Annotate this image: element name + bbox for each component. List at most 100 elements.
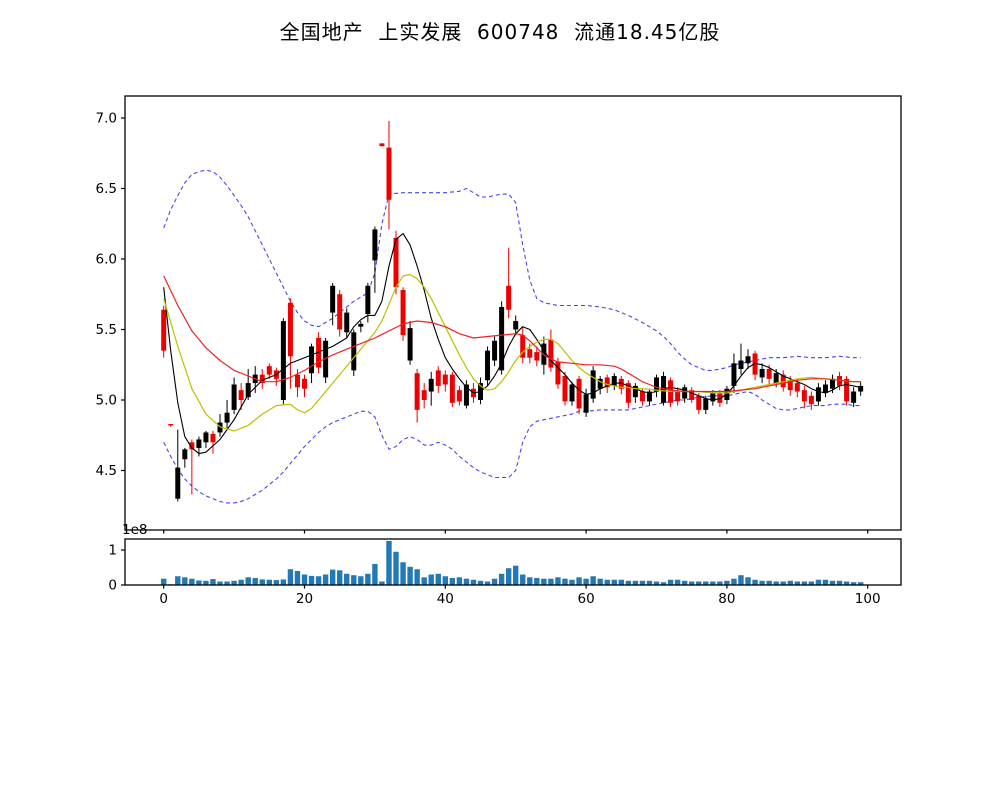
candle-body xyxy=(414,373,420,410)
candle-body xyxy=(238,390,244,400)
candle-body xyxy=(485,350,491,381)
candle-body xyxy=(569,384,575,402)
candle-body xyxy=(463,384,469,406)
candle xyxy=(175,429,181,502)
candle xyxy=(590,366,596,403)
volume-bar xyxy=(245,577,251,585)
volume-bar xyxy=(696,581,702,585)
volume-bar xyxy=(815,579,822,585)
moving-average-lines xyxy=(163,233,861,455)
candle xyxy=(492,336,498,367)
volume-bar xyxy=(674,579,681,585)
candle xyxy=(463,380,469,409)
volume-bar xyxy=(337,570,343,585)
volume-bar xyxy=(745,577,751,585)
candle-body xyxy=(625,383,631,403)
candle-body xyxy=(421,390,427,400)
candle xyxy=(682,384,688,403)
candle-body xyxy=(316,337,322,368)
candle-body xyxy=(773,373,779,384)
candle xyxy=(618,376,624,395)
volume-bar xyxy=(780,581,786,585)
volume-bar xyxy=(470,579,477,585)
volume-bar xyxy=(400,562,406,585)
candle-body xyxy=(794,383,800,392)
volume-bar xyxy=(611,579,617,585)
candle-body xyxy=(759,368,765,378)
candle xyxy=(738,343,744,375)
volume-bar xyxy=(329,569,336,585)
candle-body xyxy=(351,332,357,371)
volume-bar xyxy=(794,581,800,585)
candle-body xyxy=(323,340,329,378)
volume-bar xyxy=(766,580,772,585)
candle-body xyxy=(372,229,378,261)
volume-bar xyxy=(217,581,223,585)
volume-bar xyxy=(660,582,667,585)
volume-bar xyxy=(379,581,385,585)
volume-bar xyxy=(231,580,237,585)
volume-bar xyxy=(505,568,512,585)
volume-bar xyxy=(689,581,695,585)
volume-bar xyxy=(604,579,610,585)
candle xyxy=(309,343,315,384)
x-tick-label: 60 xyxy=(578,591,595,607)
candle-body xyxy=(583,394,589,413)
candle xyxy=(689,387,695,403)
volume-bar xyxy=(344,573,350,585)
volume-bar xyxy=(301,574,308,585)
price-tick-label: 6.5 xyxy=(96,181,117,197)
candle xyxy=(506,247,512,319)
candle-body xyxy=(217,422,223,433)
candle xyxy=(203,431,209,448)
volume-bar xyxy=(843,581,850,585)
candle-body xyxy=(837,376,843,386)
candle-body xyxy=(386,147,392,200)
volume-bar xyxy=(386,540,392,585)
candle xyxy=(449,371,455,408)
volume-bar xyxy=(484,581,491,585)
volume-bar xyxy=(477,580,484,585)
candle xyxy=(569,381,575,406)
candle xyxy=(344,308,350,338)
candle-body xyxy=(632,385,638,398)
ma-mid-line xyxy=(163,273,861,432)
ma-fast-line xyxy=(163,233,861,455)
candle-body xyxy=(639,391,645,402)
candle-body xyxy=(259,374,265,384)
candle-body xyxy=(266,366,272,375)
volume-bar xyxy=(836,580,843,585)
volume-bar xyxy=(259,579,265,585)
candle xyxy=(280,318,286,405)
candle xyxy=(351,329,357,377)
candle-body xyxy=(766,368,772,379)
x-tick-label: 80 xyxy=(718,591,735,607)
candle-body xyxy=(787,380,793,391)
candle xyxy=(858,381,864,396)
volume-bar xyxy=(322,574,329,585)
candle-body xyxy=(499,306,505,371)
candle-body xyxy=(245,383,251,398)
candle-body xyxy=(456,390,462,402)
candle xyxy=(456,385,462,406)
volume-bar xyxy=(252,578,258,585)
candle-body xyxy=(534,352,540,361)
candle-body xyxy=(365,285,371,314)
candle-body xyxy=(527,349,533,358)
price-tick-label: 7.0 xyxy=(96,111,117,127)
volume-bar xyxy=(801,581,808,585)
volume-bar xyxy=(273,580,280,585)
x-tick-label: 100 xyxy=(855,591,881,607)
volume-bar xyxy=(562,578,568,585)
candle xyxy=(513,315,519,336)
candle-body xyxy=(752,353,758,375)
volume-bar xyxy=(203,580,209,585)
candle-body xyxy=(611,376,617,386)
volume-bar xyxy=(731,578,737,585)
volume-bar xyxy=(590,576,596,585)
price-axis-ticks: 4.5 5.0 5.5 6.0 6.5 7.0 xyxy=(96,111,125,479)
volume-bar xyxy=(752,579,758,585)
candle xyxy=(632,383,638,403)
volume-bar xyxy=(351,575,357,585)
candle-body xyxy=(815,387,821,402)
